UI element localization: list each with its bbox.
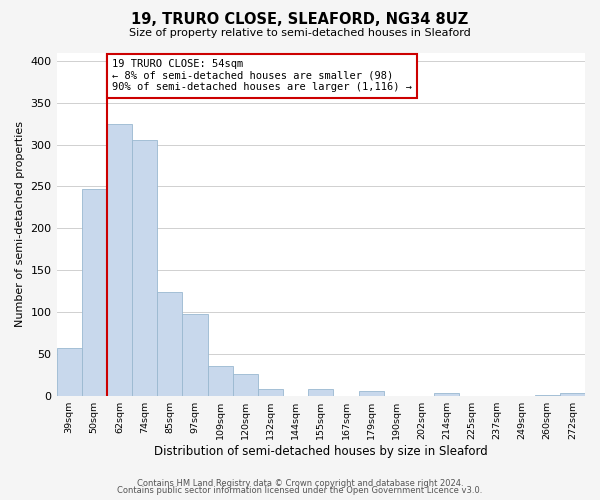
Text: 19 TRURO CLOSE: 54sqm
← 8% of semi-detached houses are smaller (98)
90% of semi-: 19 TRURO CLOSE: 54sqm ← 8% of semi-detac…	[112, 59, 412, 92]
Bar	[308, 389, 334, 396]
Y-axis label: Number of semi-detached properties: Number of semi-detached properties	[15, 121, 25, 327]
Bar	[560, 393, 585, 396]
Bar	[107, 124, 132, 396]
Bar	[56, 348, 82, 396]
Bar	[258, 389, 283, 396]
Text: Size of property relative to semi-detached houses in Sleaford: Size of property relative to semi-detach…	[129, 28, 471, 38]
Bar	[182, 314, 208, 396]
Text: 19, TRURO CLOSE, SLEAFORD, NG34 8UZ: 19, TRURO CLOSE, SLEAFORD, NG34 8UZ	[131, 12, 469, 28]
Bar	[535, 395, 560, 396]
Text: Contains public sector information licensed under the Open Government Licence v3: Contains public sector information licen…	[118, 486, 482, 495]
Bar	[208, 366, 233, 396]
Text: Contains HM Land Registry data © Crown copyright and database right 2024.: Contains HM Land Registry data © Crown c…	[137, 478, 463, 488]
Bar	[434, 393, 459, 396]
Bar	[132, 140, 157, 396]
Bar	[233, 374, 258, 396]
Bar	[157, 292, 182, 396]
X-axis label: Distribution of semi-detached houses by size in Sleaford: Distribution of semi-detached houses by …	[154, 444, 488, 458]
Bar	[359, 390, 383, 396]
Bar	[82, 189, 107, 396]
